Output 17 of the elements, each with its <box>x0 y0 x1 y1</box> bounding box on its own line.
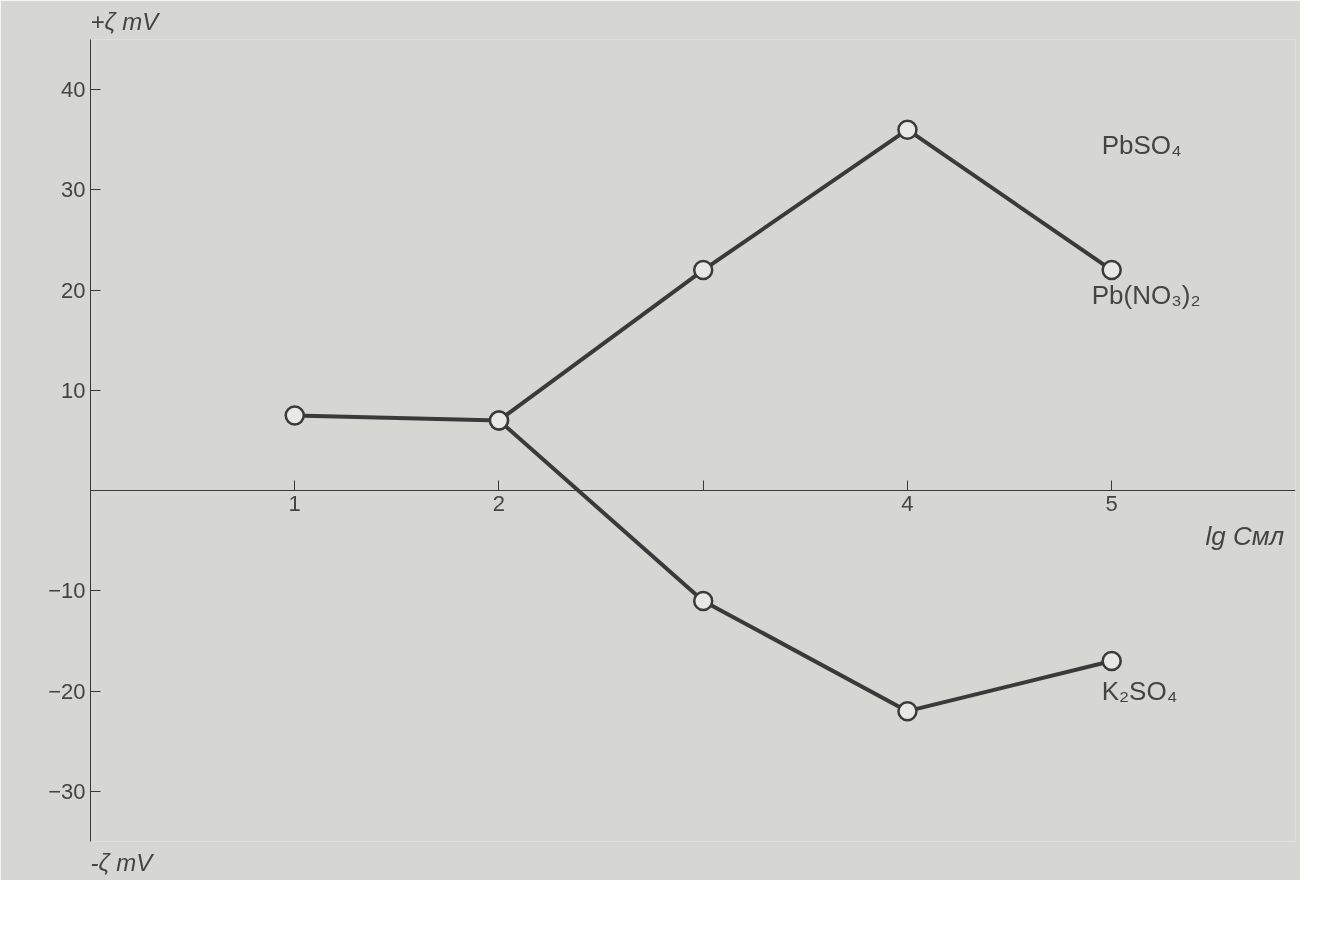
y-axis-title: +ζ mV <box>90 7 161 35</box>
annotation: K₂SO₄ <box>1101 676 1178 707</box>
y-tick-label: 10 <box>61 377 86 403</box>
y-tick-label: −20 <box>48 678 86 704</box>
x-tick-label: 5 <box>1105 490 1118 516</box>
y-tick-label: −30 <box>48 778 86 804</box>
annotation: PbSO₄ <box>1101 130 1182 161</box>
annotation: Pb(NO₃)₂ <box>1091 280 1201 311</box>
y-tick-label: 30 <box>61 177 86 203</box>
y-tick-label: 20 <box>61 277 86 303</box>
x-tick-label: 2 <box>492 490 506 516</box>
y-tick-label: 40 <box>61 77 86 103</box>
text: -ζ mV <box>90 848 155 876</box>
x-axis-title: lg Cмл <box>1205 520 1285 551</box>
y-tick-label: −10 <box>48 578 86 604</box>
x-tick-label: 1 <box>288 490 301 516</box>
x-tick-label: 4 <box>901 490 914 516</box>
